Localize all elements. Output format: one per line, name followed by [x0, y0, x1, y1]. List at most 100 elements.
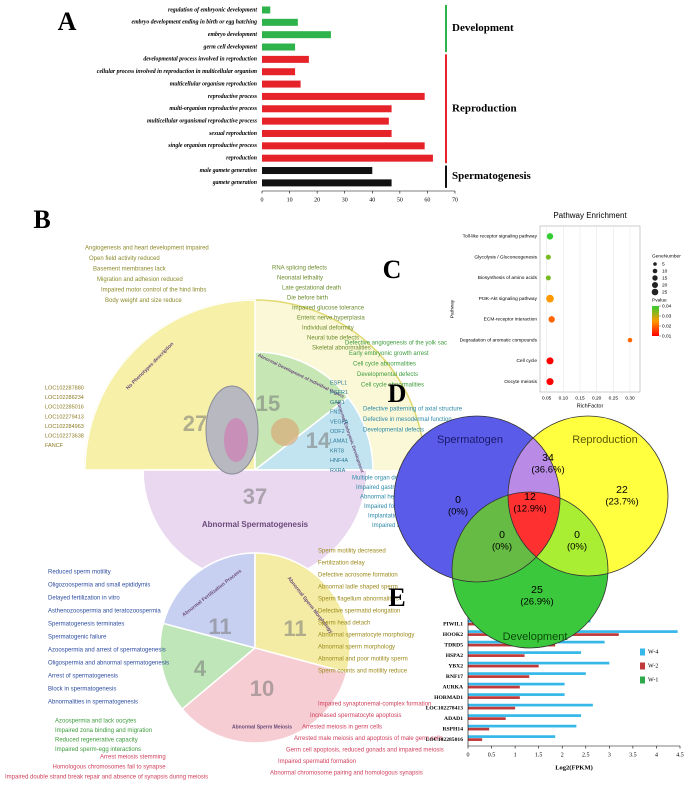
gene-label: LOC102286234: [45, 395, 84, 401]
chart-title: Pathway Enrichment: [553, 211, 627, 220]
venn-set-label: Spermatogen: [437, 434, 503, 446]
bar: [262, 6, 271, 14]
phenotype-sector: [252, 396, 374, 471]
plot-frame: [539, 225, 641, 393]
phenotype-label: Early embryonic growth arrest: [349, 351, 429, 357]
panel-label: B: [33, 205, 50, 234]
legend-title: Pvalue: [652, 297, 667, 303]
phenotype-label: Impaired sperm-egg interactions: [55, 747, 141, 753]
phenotype-label: Arrested male meiosis and apoptosis of m…: [294, 736, 443, 742]
phenotype-label: Skeletal abnormalities: [312, 346, 371, 352]
gene-label: FANCF: [45, 443, 64, 449]
gene-label: HNF4A: [330, 458, 348, 464]
x-tick-label: 0.20: [592, 395, 602, 401]
venn-percent: (0%): [567, 542, 587, 553]
bar: [262, 105, 392, 113]
category-label: AURKA: [442, 685, 463, 691]
x-tick-label: 20: [314, 197, 320, 203]
size-key: [652, 268, 658, 274]
phenotype-label: Basement membranes lack: [93, 267, 167, 273]
phenotype-label: Neonatal lethality: [277, 276, 323, 282]
size-key-label: 10: [662, 268, 668, 274]
category-label: reproductive process: [208, 94, 258, 100]
category-label: multicellular organism reproduction: [170, 81, 257, 87]
category-label: HORMAD1: [434, 695, 463, 701]
sector-count: 4: [194, 656, 207, 681]
category-label: PI3K-Akt signaling pathway: [479, 296, 538, 302]
phenotype-label: Sperm head detach: [318, 621, 370, 627]
x-tick-label: 2.5: [582, 752, 590, 758]
dot: [627, 337, 633, 343]
bar: [468, 735, 556, 738]
phenotype-label: Defective acrosome formation: [318, 573, 398, 579]
x-tick-label: 2: [561, 752, 564, 758]
x-tick-label: 0.15: [575, 395, 585, 401]
category-label: TDRD5: [444, 643, 463, 649]
phenotype-label: Impaired spermatid formation: [278, 759, 356, 765]
venn-outline: [393, 415, 561, 583]
color-bar: [652, 306, 659, 336]
x-axis-label: Log2(FPKM): [555, 764, 593, 771]
x-tick-label: 1: [514, 752, 517, 758]
phenotype-label: Impaired motor control of the hind limbs: [101, 288, 206, 294]
group-label: Reproduction: [452, 102, 517, 114]
x-tick-label: 3: [608, 752, 611, 758]
phenotype-label: Abnormal hematopoiesis: [360, 495, 426, 501]
gene-label: LOC102279413: [45, 414, 84, 420]
phenotype-label: Enteric nerve hyperplasia: [297, 316, 365, 322]
category-label: Glycolysis / Gluconeogenesis: [474, 254, 537, 260]
phenotype-label: Individual deformity: [302, 326, 354, 332]
bar: [262, 167, 373, 175]
phenotype-label: Abnormal ladle shaped sperm: [318, 585, 398, 591]
dot: [548, 316, 555, 323]
x-tick-label: 1.5: [535, 752, 543, 758]
phenotype-label: Fertilization delay: [318, 561, 365, 567]
x-tick-label: 3.5: [629, 752, 637, 758]
bar: [468, 724, 577, 728]
bar: [262, 18, 298, 26]
size-key-label: 15: [662, 275, 668, 281]
bar: [262, 80, 301, 88]
sector-title: Abnormal Spermatogenesis: [202, 520, 309, 529]
gene-label: KRT8: [330, 448, 344, 454]
legend-swatch: [640, 648, 645, 656]
phenotype-label: Spermatogenic failure: [48, 635, 107, 641]
color-tick-label: 0.02: [662, 323, 672, 329]
phenotype-label: Abnormal and poor motility sperm: [318, 657, 408, 663]
legend-label: W-4: [648, 649, 658, 655]
x-tick-label: 30: [342, 197, 348, 203]
sector-count: 14: [306, 428, 331, 453]
dot: [545, 275, 551, 281]
phenotype-label: Cell cycle abnormalities: [361, 383, 424, 389]
size-key: [651, 288, 659, 296]
y-axis-label: Pathway: [449, 299, 455, 318]
bar: [468, 714, 582, 717]
legend-label: W-2: [648, 663, 658, 669]
bar: [262, 68, 296, 76]
phenotype-label: Defective spermatid elongation: [318, 609, 400, 615]
category-label: PIWIL1: [443, 622, 463, 628]
gene-label: VEGFA: [330, 419, 349, 425]
dot: [546, 357, 554, 365]
phenotype-sector: [162, 552, 256, 649]
sector-title: Abnormal Sperm Meiosis: [232, 724, 292, 730]
illustration: [224, 418, 248, 462]
phenotype-sector: [159, 622, 257, 711]
legend-title: GeneNumber: [652, 253, 681, 259]
phenotype-label: Body weight and size reduce: [105, 298, 182, 304]
phenotype-label: Impaired synaptonemal-complex formation: [318, 702, 431, 708]
bar: [262, 117, 389, 125]
category-label: RNF17: [446, 674, 463, 680]
category-label: multi-organism reproductive process: [169, 106, 257, 112]
panel-label: D: [388, 379, 407, 408]
category-label: male gamete generation: [200, 168, 257, 174]
size-key: [652, 275, 658, 281]
category-label: regulation of embryonic development: [168, 7, 257, 13]
panel-label: E: [388, 583, 405, 612]
phenotype-label: Arrest of spermatogenesis: [48, 674, 118, 680]
category-label: reproduction: [226, 156, 257, 162]
dot: [546, 233, 554, 240]
bar: [468, 682, 565, 686]
bar: [262, 55, 309, 63]
gene-label: RXRA: [330, 468, 346, 474]
